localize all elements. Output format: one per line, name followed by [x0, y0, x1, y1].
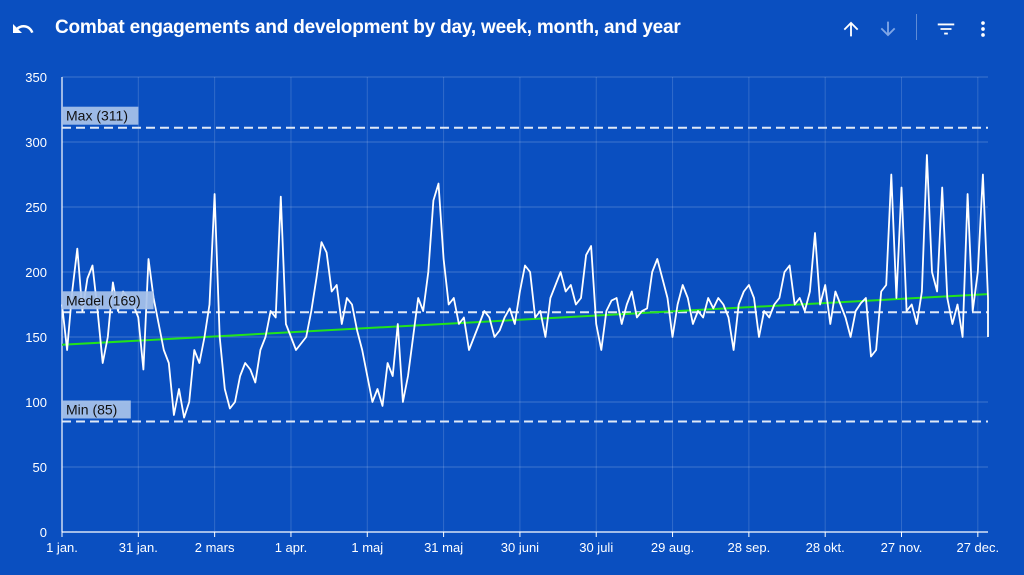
x-tick-label: 1 apr. [275, 540, 308, 555]
x-tick-label: 28 okt. [806, 540, 845, 555]
line-chart: 0 50 100 150 200 250 300 350 1 jan. 31 jan. 2 mars… [25, 70, 999, 555]
arrow-down-icon [880, 21, 896, 37]
axes: 0 50 100 150 200 250 300 350 1 jan. 31 jan. 2 mars… [25, 70, 999, 555]
x-tick-label: 27 dec. [956, 540, 999, 555]
x-tick-label: 1 maj [351, 540, 383, 555]
y-tick-label: 100 [25, 395, 47, 410]
x-tick-label: 31 maj [424, 540, 463, 555]
reference-lines [62, 126, 988, 423]
y-tick-label: 0 [40, 525, 47, 540]
reference-label-bg [62, 291, 154, 310]
x-tick-label: 27 nov. [881, 540, 923, 555]
y-tick-label: 350 [25, 70, 47, 85]
reference-label-bg [62, 106, 139, 125]
y-tick-label: 50 [33, 460, 47, 475]
x-tick-label: 30 juni [501, 540, 539, 555]
arrow-up-icon [843, 21, 859, 37]
more-options-button[interactable] [969, 15, 997, 43]
x-tick-label: 31 jan. [119, 540, 158, 555]
x-tick-label: 28 sep. [728, 540, 771, 555]
data-series[interactable] [61, 154, 989, 419]
reference-label-medel: Medel (169) [66, 292, 141, 308]
reference-labels: Max (311) Medel (169) Min (85) [62, 106, 154, 419]
reference-label-min: Min (85) [66, 402, 117, 418]
x-tick-label: 1 jan. [46, 540, 78, 555]
undo-icon [13, 24, 34, 33]
y-tick-label: 200 [25, 265, 47, 280]
filter-button[interactable] [932, 15, 960, 43]
y-tick-label: 250 [25, 200, 47, 215]
sort-descending-button[interactable] [874, 15, 902, 43]
undo-button[interactable] [10, 16, 36, 42]
grid-lines [61, 76, 988, 532]
more-vert-icon [981, 21, 985, 37]
series-line[interactable] [61, 154, 989, 419]
reference-label-max: Max (311) [66, 108, 128, 124]
chart-title: Combat engagements and development by da… [55, 17, 681, 38]
chart-header: Combat engagements and development by da… [0, 0, 1024, 60]
x-tick-label: 2 mars [195, 540, 235, 555]
header-divider [916, 14, 917, 40]
sort-ascending-button[interactable] [837, 15, 865, 43]
filter-icon [937, 23, 955, 35]
y-tick-label: 150 [25, 330, 47, 345]
reference-label-bg [62, 400, 131, 419]
x-tick-label: 30 juli [579, 540, 613, 555]
y-tick-label: 300 [25, 135, 47, 150]
x-tick-label: 29 aug. [651, 540, 694, 555]
